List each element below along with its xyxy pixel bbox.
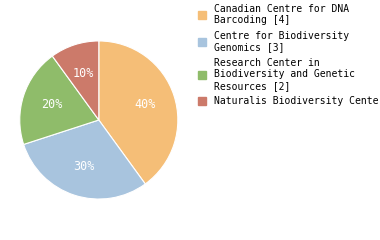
Wedge shape: [52, 41, 99, 120]
Wedge shape: [24, 120, 145, 199]
Text: 30%: 30%: [73, 160, 94, 173]
Text: 10%: 10%: [73, 67, 94, 80]
Legend: Canadian Centre for DNA
Barcoding [4], Centre for Biodiversity
Genomics [3], Res: Canadian Centre for DNA Barcoding [4], C…: [194, 0, 380, 110]
Text: 20%: 20%: [41, 98, 63, 111]
Wedge shape: [20, 56, 99, 144]
Text: 40%: 40%: [135, 98, 156, 111]
Wedge shape: [99, 41, 178, 184]
